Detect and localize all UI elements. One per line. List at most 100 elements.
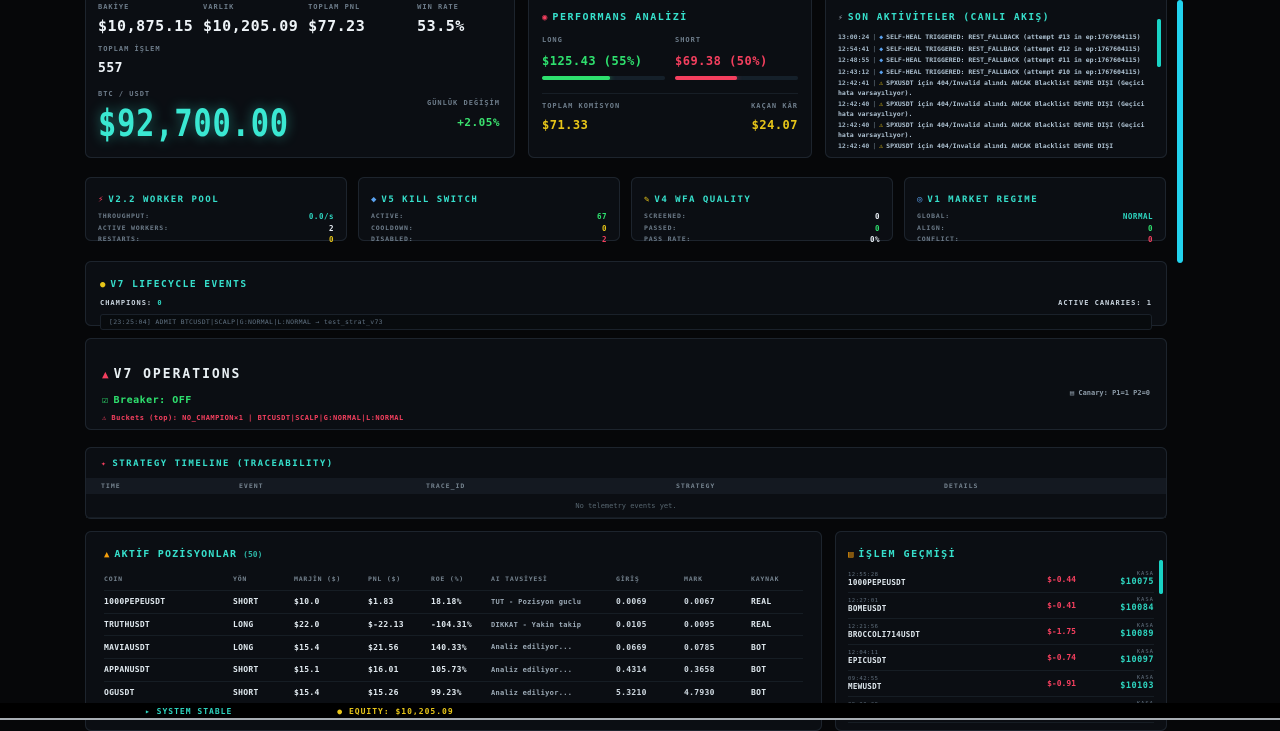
performance-title: PERFORMANS ANALİZİ bbox=[552, 12, 688, 23]
position-ai-advice: Analiz ediliyor... bbox=[491, 688, 573, 697]
sparkle-icon: ✦ bbox=[101, 459, 108, 468]
long-bar-track bbox=[542, 76, 665, 80]
position-roe: 140.33% bbox=[431, 642, 467, 652]
module-row-value: 0 bbox=[328, 235, 334, 244]
log-row: 12:48:55 | ◆ SELF-HEAL TRIGGERED: REST_FALL… bbox=[838, 56, 1146, 66]
stat-value: $10,875.15 bbox=[98, 17, 194, 35]
timeline-title: STRATEGY TIMELINE (TRACEABILITY) bbox=[112, 459, 334, 469]
list-item[interactable]: 12:21:56 BROCCOLI714USDT $-1.75 KASA $1008… bbox=[848, 619, 1154, 645]
globe-icon: ◎ bbox=[917, 195, 923, 205]
table-row[interactable]: MAVIAUSDT LONG $15.4 $21.56 140.33% Anal… bbox=[104, 635, 803, 658]
short-value: $69.38 (50%) bbox=[675, 54, 768, 68]
log-text: SELF-HEAL TRIGGERED: REST_FALLBACK (atte… bbox=[886, 44, 1141, 53]
list-item[interactable]: 12:04:11 EPICUSDT $-0.74 KASA $10097 bbox=[848, 645, 1154, 671]
position-coin: APPANUSDT bbox=[104, 665, 151, 675]
lifecycle-log: [23:25:04] ADMIT BTCUSDT|SCALP|G:NORMAL|… bbox=[100, 314, 1152, 330]
log-time: 12:54:41 bbox=[838, 44, 870, 53]
log-type-icon: ◆ bbox=[879, 44, 884, 53]
trade-coin: BOMEUSDT bbox=[848, 603, 887, 613]
table-row[interactable]: APPANUSDT SHORT $15.1 $16.01 105.73% Ana… bbox=[104, 658, 803, 681]
kasa-label: KASA bbox=[1136, 571, 1154, 577]
log-time: 13:00:24 bbox=[838, 33, 870, 41]
module-row-value: 67 bbox=[596, 212, 607, 221]
list-item[interactable]: 12:27:01 BOMEUSDT $-0.41 KASA $10084 bbox=[848, 593, 1154, 619]
position-ai-advice: Analiz ediliyor... bbox=[491, 665, 573, 674]
kasa-label: KASA bbox=[1136, 597, 1154, 603]
position-roe: 18.18% bbox=[431, 597, 462, 607]
trade-coin: MEWUSDT bbox=[848, 681, 882, 691]
commission-label: TOPLAM KOMİSYON bbox=[542, 102, 621, 110]
log-type-icon: ⚠ bbox=[879, 79, 884, 87]
pencil-icon: ✎ bbox=[644, 195, 650, 205]
position-entry: 0.4314 bbox=[616, 665, 647, 675]
active-positions-card: ▲ AKTİF POZİSYONLAR (50) COIN YÖN MARJİN (… bbox=[85, 531, 822, 731]
kasa-label: KASA bbox=[1136, 623, 1154, 629]
wfa-quality-card: ✎ V4 WFA QUALITY SCREENED: 0 PASSED: 0 PASS… bbox=[631, 177, 893, 244]
long-label: LONG bbox=[542, 36, 563, 44]
column-header: MARK bbox=[684, 575, 703, 583]
long-bar bbox=[542, 76, 610, 80]
log-type-icon: ⚠ bbox=[879, 100, 884, 108]
history-scrollbar[interactable] bbox=[1159, 560, 1163, 594]
strategy-timeline-card: ✦ STRATEGY TIMELINE (TRACEABILITY) TIME E… bbox=[85, 447, 1167, 519]
log-row: 12:42:40 | ⚠ SPXUSDT için 404/Invalid alınd… bbox=[838, 100, 1146, 119]
log-text: SPXUSDT için 404/Invalid alındı ANCAK Bl… bbox=[838, 79, 1145, 97]
list-item[interactable]: 09:42:55 MEWUSDT $-0.91 KASA $10103 bbox=[848, 671, 1154, 697]
commission-value: $71.33 bbox=[542, 118, 589, 132]
column-header: COIN bbox=[104, 575, 123, 583]
list-item[interactable]: 12:55:28 1000PEPEUSDT $-0.44 KASA $10075 bbox=[848, 567, 1154, 593]
stat-label: BAKİYE bbox=[98, 3, 130, 11]
position-side: SHORT bbox=[233, 688, 259, 698]
history-title: İŞLEM GEÇMİŞİ bbox=[858, 549, 957, 560]
module-row-label: PASSED: bbox=[644, 223, 677, 232]
log-time: 12:42:40 bbox=[838, 142, 870, 150]
position-source: REAL bbox=[751, 620, 772, 630]
position-margin: $15.4 bbox=[294, 688, 320, 698]
activity-title: SON AKTİVİTELER (CANLI AKIŞ) bbox=[847, 12, 1050, 23]
log-separator: | bbox=[872, 142, 877, 150]
history-list[interactable]: 12:55:28 1000PEPEUSDT $-0.44 KASA $10075 1… bbox=[848, 567, 1154, 723]
trade-time: 12:55:28 bbox=[848, 571, 879, 578]
position-roe: 99.23% bbox=[431, 688, 462, 698]
lifecycle-events-card: ● V7 LIFECYCLE EVENTS CHAMPIONS: 0 ACTIVE… bbox=[85, 261, 1167, 330]
position-pnl: $-22.13 bbox=[368, 620, 404, 630]
trade-coin: EPICUSDT bbox=[848, 655, 887, 665]
breaker-status: Breaker: OFF bbox=[113, 395, 192, 406]
activity-log[interactable]: 13:00:24 | ◆ SELF-HEAL TRIGGERED: REST_FALL… bbox=[838, 33, 1156, 161]
position-ai-advice: TUT - Pozisyon guclu bbox=[491, 597, 582, 606]
column-header: GİRİŞ bbox=[616, 575, 640, 583]
positions-count: (50) bbox=[243, 550, 263, 559]
kasa-value: $10097 bbox=[1120, 655, 1154, 665]
log-type-icon: ◆ bbox=[879, 33, 884, 41]
module-row-label: THROUGHPUT: bbox=[98, 212, 150, 220]
pair-label: BTC / USDT bbox=[98, 90, 151, 98]
module-row-value: NORMAL bbox=[1122, 212, 1153, 221]
column-header: STRATEGY bbox=[676, 482, 716, 490]
position-source: BOT bbox=[751, 665, 767, 675]
page-scrollbar-thumb[interactable] bbox=[1177, 0, 1183, 263]
module-row-value: 2 bbox=[601, 235, 607, 244]
log-time: 12:42:40 bbox=[838, 121, 870, 129]
canary-status: ▤ Canary: P1=1 P2=0 bbox=[1069, 389, 1150, 397]
play-icon: ▸ bbox=[145, 706, 151, 716]
brain-icon: ◉ bbox=[542, 13, 548, 23]
account-summary-card: BAKİYE $10,875.15 VARLIK $10,205.09 TOPLAM… bbox=[85, 0, 515, 158]
performance-card: ◉ PERFORMANS ANALİZİ LONG $125.43 (55%) S… bbox=[528, 0, 812, 158]
table-row[interactable]: OGUSDT SHORT $15.4 $15.26 99.23% Analiz … bbox=[104, 680, 803, 704]
activity-scrollbar[interactable] bbox=[1157, 19, 1161, 67]
log-time: 12:42:41 bbox=[838, 79, 870, 87]
table-row[interactable]: 1000PEPEUSDT SHORT $10.0 $1.83 18.18% TU… bbox=[104, 590, 803, 613]
position-side: LONG bbox=[233, 642, 254, 652]
champions-value: 0 bbox=[157, 299, 163, 307]
position-mark: 4.7930 bbox=[684, 688, 715, 698]
module-row-value: 0 bbox=[874, 223, 880, 233]
canaries-value: 1 bbox=[1146, 299, 1152, 307]
account-stats: BAKİYE $10,875.15 VARLIK $10,205.09 TOPLAM… bbox=[98, 3, 502, 35]
short-label: SHORT bbox=[675, 36, 702, 44]
module-row-label: ACTIVE WORKERS: bbox=[98, 223, 169, 232]
missed-profit-value: $24.07 bbox=[751, 118, 798, 132]
timeline-header: TIME EVENT TRACE_ID STRATEGY DETAILS bbox=[86, 478, 1166, 494]
module-row-label: PASS RATE: bbox=[644, 235, 692, 243]
table-row[interactable]: TRUTHUSDT LONG $22.0 $-22.13 -104.31% DI… bbox=[104, 612, 803, 636]
module-row-value: 0 bbox=[874, 212, 880, 221]
